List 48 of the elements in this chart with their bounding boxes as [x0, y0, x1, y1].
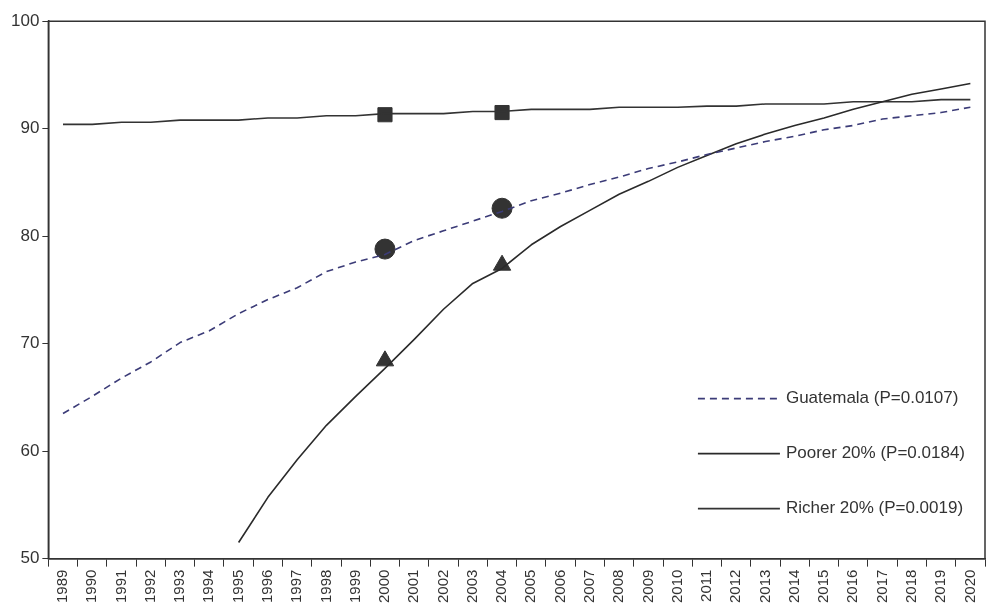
x-tick-label: 2008 — [609, 569, 627, 604]
point — [492, 254, 512, 271]
x-tick-label: 2006 — [550, 569, 568, 604]
point — [375, 350, 395, 367]
x-tick-label: 2017 — [872, 569, 890, 604]
x-tick-label: 1998 — [316, 569, 334, 604]
x-tick-label: 1999 — [345, 569, 363, 604]
x-tick-label: 2011 — [697, 569, 715, 602]
point — [374, 238, 396, 260]
x-tick-label: 2016 — [843, 569, 861, 604]
x-tick-label: 2002 — [433, 569, 451, 604]
x-tick-label: 2005 — [521, 569, 539, 604]
y-tick-label: 100 — [10, 10, 40, 30]
x-tick-label: 2009 — [638, 569, 656, 604]
line-series — [62, 106, 972, 415]
x-tick-label: 1990 — [82, 569, 100, 604]
x-tick-label: 2020 — [960, 569, 978, 604]
x-tick-label: 1996 — [258, 569, 276, 604]
x-tick-label: 2004 — [492, 569, 510, 604]
y-tick-label: 80 — [20, 225, 40, 245]
point — [491, 197, 513, 219]
y-tick-label: 70 — [20, 333, 40, 353]
x-tick-label: 1997 — [287, 569, 305, 604]
y-tick-label: 90 — [20, 118, 40, 138]
x-tick-label: 2015 — [814, 569, 832, 604]
point — [377, 107, 393, 123]
point — [494, 104, 510, 121]
x-tick-label: 1991 — [111, 569, 129, 604]
x-tick-label: 2010 — [667, 569, 685, 604]
legend-label: Guatemala (P=0.0107) — [785, 388, 959, 408]
x-tick-label: 2003 — [462, 569, 480, 604]
x-tick-label: 1989 — [53, 569, 71, 604]
x-tick-label: 1995 — [228, 569, 246, 604]
legend-label: Richer 20% (P=0.0019) — [785, 498, 964, 518]
x-tick-label: 2013 — [755, 569, 773, 604]
x-tick-label: 2014 — [784, 569, 802, 604]
y-tick-label: 50 — [20, 548, 40, 568]
x-tick-label: 2001 — [404, 569, 422, 604]
x-tick-label: 2000 — [375, 569, 393, 604]
x-tick-label: 2018 — [901, 569, 919, 604]
x-tick-label: 1993 — [170, 569, 188, 604]
x-tick-label: 2012 — [726, 569, 744, 604]
x-tick-label: 2019 — [931, 569, 949, 604]
x-tick-label: 1992 — [140, 569, 158, 604]
x-tick-label: 2007 — [580, 569, 597, 604]
y-tick-label: 60 — [20, 440, 40, 460]
x-tick-label: 1994 — [199, 569, 217, 604]
legend-label: Poorer 20% (P=0.0184) — [785, 443, 966, 463]
